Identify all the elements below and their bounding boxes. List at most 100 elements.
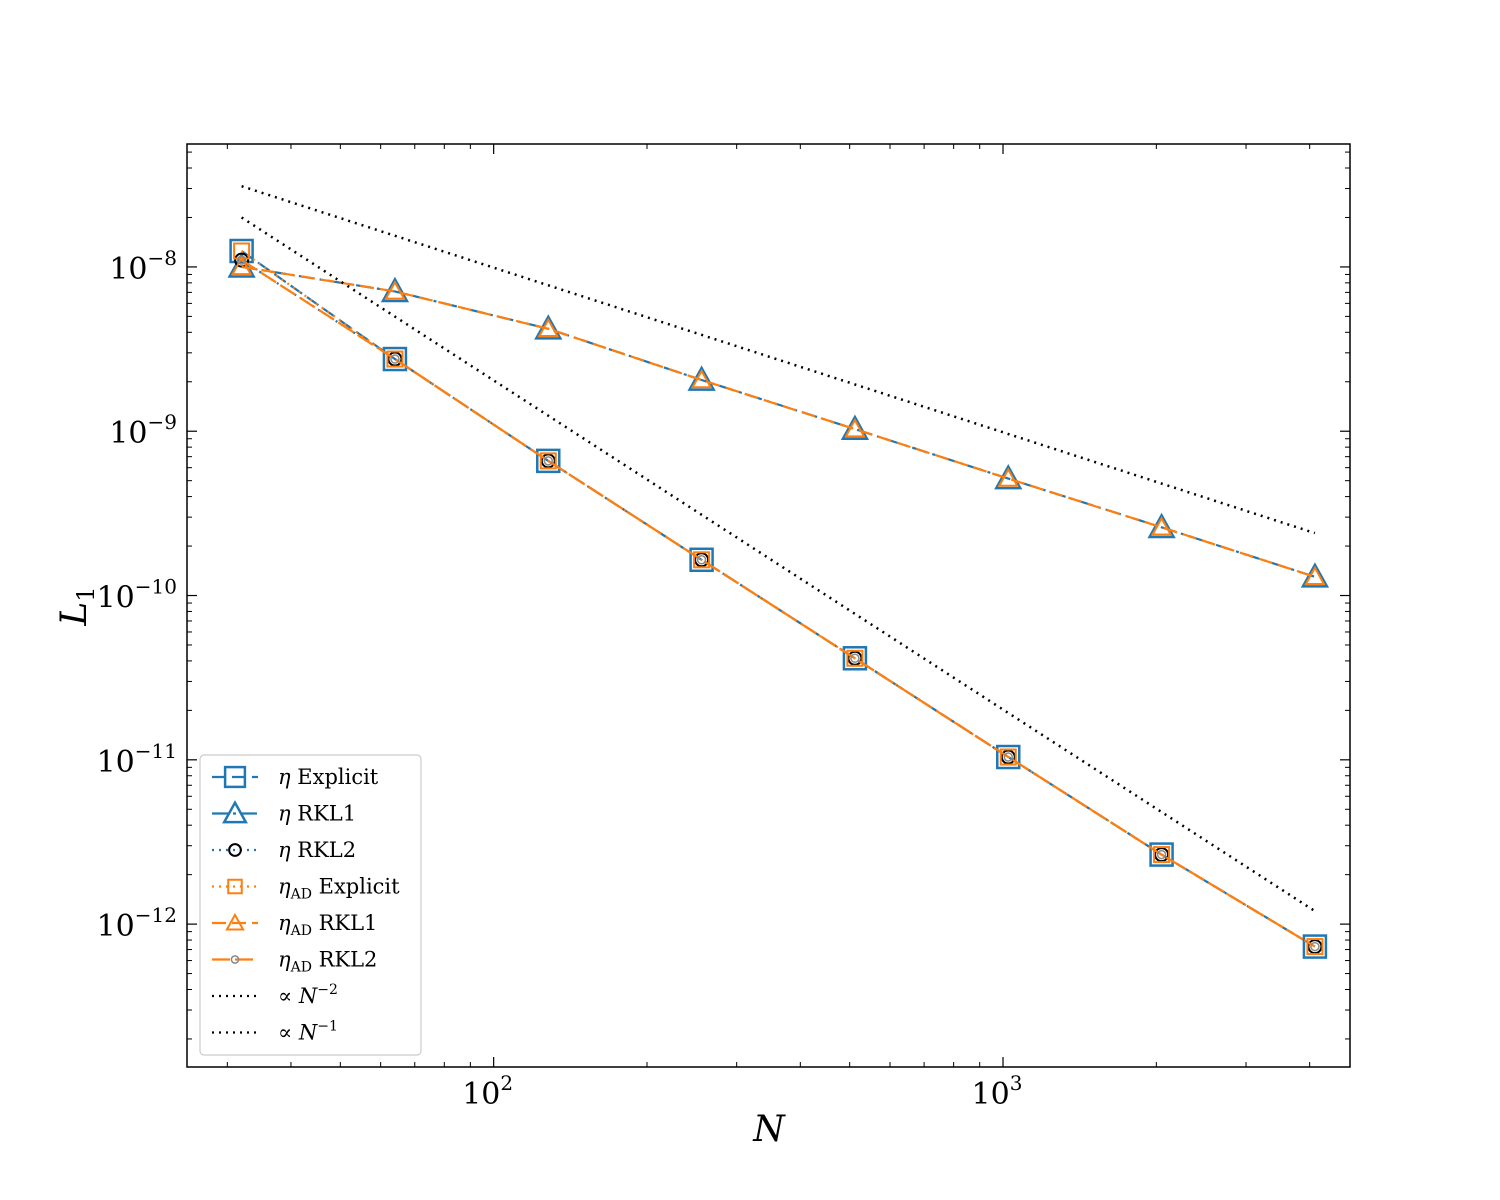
- legend-marker: [222, 800, 248, 824]
- legend-label-main: η: [278, 838, 291, 862]
- data-point: [384, 280, 406, 300]
- legend-label-main: η: [278, 765, 291, 789]
- legend-label-main: ∝ N: [278, 1021, 318, 1045]
- data-point: [846, 649, 864, 667]
- x-tick-label: 102: [462, 1071, 513, 1112]
- y-tick-label: 10−8: [109, 246, 177, 287]
- data-point: [842, 646, 868, 671]
- series-5: [230, 255, 1326, 586]
- data-point: [997, 467, 1019, 487]
- series-7: [240, 216, 1316, 913]
- y-tick-label-exp: −11: [135, 739, 177, 763]
- data-point: [390, 354, 400, 364]
- data-point: [999, 748, 1017, 766]
- legend-marker: [230, 955, 240, 964]
- legend-label: ηAD RKL2: [278, 948, 377, 976]
- legend-label-sub: AD: [290, 960, 312, 976]
- x-tick-label-base: 10: [972, 1077, 1010, 1112]
- series-2: [227, 252, 1330, 588]
- x-tick-label-base: 10: [462, 1077, 500, 1112]
- legend-label-sup: −1: [317, 1019, 338, 1035]
- legend-label: η RKL2: [278, 838, 356, 862]
- series-8: [241, 185, 1316, 535]
- data-point: [230, 255, 253, 276]
- legend-marker: [225, 912, 245, 931]
- legend-entry: ∝ N−1: [212, 1019, 338, 1045]
- legend-label-rest: RKL1: [312, 911, 377, 935]
- y-tick-label-exp: −12: [135, 903, 177, 927]
- data-point: [696, 555, 707, 565]
- legend-entry: ηAD RKL1: [212, 911, 377, 939]
- legend-label-rest: Explicit: [312, 875, 400, 899]
- legend-label-main: η: [278, 802, 291, 826]
- data-point: [382, 346, 408, 372]
- legend-label: ∝ N−2: [278, 982, 338, 1008]
- legend-label-sup: −2: [317, 982, 338, 998]
- plot-frame: [186, 143, 1351, 1068]
- legend-entry: ∝ N−2: [212, 982, 338, 1008]
- y-tick-label-base: 10: [109, 252, 147, 287]
- legend-label: η RKL1: [278, 802, 356, 826]
- y-tick-label: 10−10: [97, 575, 177, 616]
- data-point: [537, 317, 559, 338]
- y-tick-label-base: 10: [97, 581, 135, 616]
- legend-entry: η RKL2: [212, 838, 356, 862]
- y-tick-label: 10−11: [97, 739, 177, 780]
- legend-label-rest: RKL2: [312, 948, 377, 972]
- legend-label-sub: AD: [290, 887, 312, 903]
- data-point: [850, 653, 860, 664]
- x-tick-label-exp: 3: [1010, 1071, 1023, 1095]
- y-tick-label-base: 10: [97, 909, 135, 944]
- data-point: [1150, 516, 1173, 536]
- x-axis-label: N: [752, 1109, 786, 1150]
- minor-ticks: [187, 144, 1350, 1067]
- y-tick-label: 10−9: [109, 410, 177, 451]
- legend-label-main: ∝ N: [278, 984, 318, 1008]
- series-layer: [227, 185, 1330, 959]
- legend-label: ηAD Explicit: [278, 875, 400, 903]
- y-tick-label: 10−12: [97, 903, 177, 944]
- y-tick-label-base: 10: [97, 745, 135, 780]
- legend-label-rest: RKL1: [291, 802, 356, 826]
- data-point: [1153, 846, 1171, 864]
- data-point: [229, 238, 254, 264]
- data-point: [236, 255, 247, 265]
- y-axis-label: L1: [54, 586, 100, 626]
- y-tick-label-exp: −10: [135, 575, 177, 599]
- data-point: [690, 368, 713, 389]
- legend-label-main: η: [278, 911, 291, 935]
- legend-entry: η RKL1: [212, 800, 356, 826]
- legend-label: ηAD RKL1: [278, 911, 377, 939]
- x-tick-label: 103: [972, 1071, 1023, 1112]
- legend-marker: [223, 765, 247, 789]
- legend-label-sub: AD: [290, 923, 312, 939]
- legend-label-main: η: [278, 948, 291, 972]
- data-point: [996, 744, 1021, 770]
- legend-marker: [228, 843, 242, 857]
- data-point: [1310, 941, 1320, 952]
- data-point: [693, 551, 711, 569]
- data-point: [1149, 842, 1174, 867]
- data-point: [1156, 849, 1167, 860]
- legend-label-rest: Explicit: [291, 765, 379, 789]
- data-point: [844, 418, 866, 438]
- legend-entry: ηAD Explicit: [212, 875, 400, 903]
- data-point: [386, 350, 404, 368]
- legend-marker: [227, 878, 243, 895]
- data-point: [543, 456, 554, 466]
- data-point: [689, 547, 714, 573]
- data-point: [227, 252, 256, 278]
- y-axis-label-main: L: [54, 602, 95, 627]
- data-point: [234, 252, 250, 268]
- data-point: [536, 448, 561, 474]
- series-line: [240, 216, 1316, 913]
- x-tick-label-exp: 2: [500, 1071, 513, 1095]
- series-line: [241, 185, 1316, 535]
- legend-label-rest: RKL2: [291, 838, 356, 862]
- legend-label-main: η: [278, 875, 291, 899]
- series-line: [241, 259, 1316, 948]
- y-tick-label-exp: −8: [148, 246, 177, 270]
